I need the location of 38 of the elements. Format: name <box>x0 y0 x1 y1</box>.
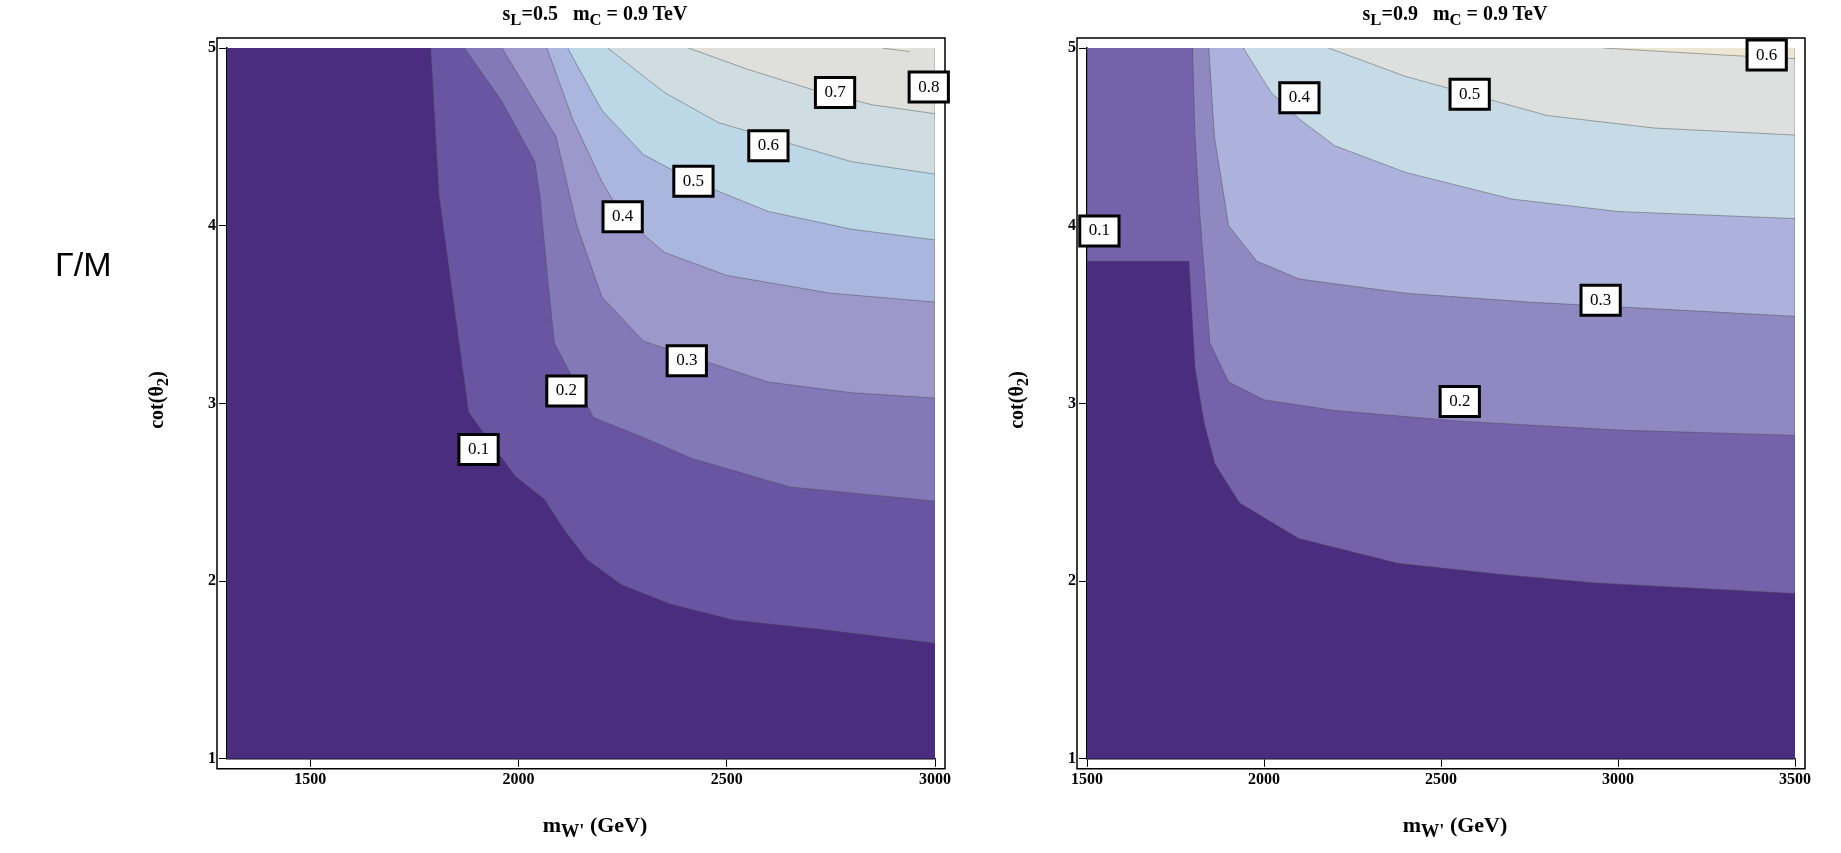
y-tick-label: 4 <box>208 215 216 233</box>
text: Γ/M <box>55 245 112 284</box>
chart-title: s$_{L}$=0.9 m$_{C}$ = 0.9 TeV <box>1361 2 1549 30</box>
x-axis-title: m$_{W'}$ (GeV) <box>541 812 649 843</box>
annotation: 0.3 <box>1590 289 1612 309</box>
y-tick-label: 5 <box>1068 38 1076 56</box>
x-tick-label: 2000 <box>1248 769 1280 787</box>
annotation: 0.7 <box>824 81 847 101</box>
x-axis-title: m$_{W'}$ (GeV) <box>1401 812 1509 843</box>
chart-title: s$_{L}$=0.5 m$_{C}$ = 0.9 TeV <box>501 2 689 30</box>
y-tick-label: 4 <box>1068 215 1076 233</box>
annotation: 0.1 <box>1088 220 1111 240</box>
annotation: 0.3 <box>676 350 698 370</box>
x-tick-label: 1500 <box>1071 769 1103 787</box>
y-tick-label: 2 <box>1068 571 1076 589</box>
x-tick-label: 2500 <box>710 769 743 787</box>
y-tick-label: 2 <box>208 571 216 589</box>
y-tick-label: 5 <box>208 38 216 56</box>
y-tick-label: 1 <box>208 748 216 766</box>
x-tick-label: 2000 <box>502 769 535 787</box>
annotation: 0.6 <box>757 135 780 155</box>
x-tick-label: 1500 <box>294 769 327 787</box>
y-tick-label: 3 <box>1068 393 1076 411</box>
annotation: 0.5 <box>1459 83 1481 103</box>
x-tick-label: 2500 <box>1425 769 1457 787</box>
annotation: 0.6 <box>1756 44 1778 64</box>
y-tick-label: 1 <box>1068 748 1076 766</box>
x-tick-label: 3000 <box>919 769 951 787</box>
y-tick-label: 3 <box>208 393 216 411</box>
annotation: 0.4 <box>1288 87 1311 107</box>
x-tick-label: 3000 <box>1602 769 1634 787</box>
annotation: 0.2 <box>1449 391 1471 411</box>
annotation: 0.1 <box>467 439 490 459</box>
x-tick-label: 3500 <box>1779 769 1811 787</box>
annotation: 0.2 <box>555 380 578 400</box>
annotation: 0.5 <box>682 170 705 190</box>
annotation: 0.4 <box>612 206 634 226</box>
annotation: 0.8 <box>918 76 940 96</box>
